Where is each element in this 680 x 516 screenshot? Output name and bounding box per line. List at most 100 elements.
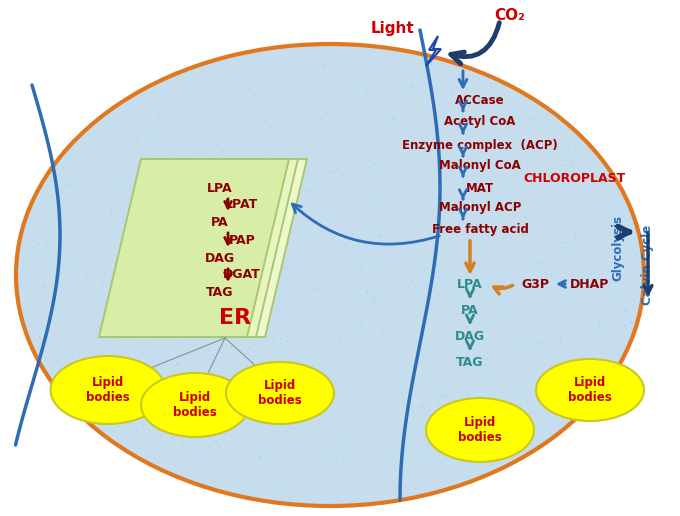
Point	[457, 149, 468, 157]
Point	[348, 262, 359, 270]
Point	[222, 308, 233, 316]
Point	[343, 61, 354, 70]
Point	[469, 130, 480, 138]
Point	[327, 414, 338, 423]
Point	[116, 423, 127, 431]
Point	[35, 244, 46, 252]
Point	[373, 260, 384, 268]
Point	[409, 180, 420, 188]
Point	[309, 69, 320, 77]
Point	[414, 402, 425, 410]
Point	[247, 241, 258, 250]
Point	[197, 114, 208, 122]
Point	[95, 398, 105, 406]
Ellipse shape	[426, 398, 534, 462]
Point	[240, 184, 251, 192]
Point	[175, 440, 186, 448]
Point	[74, 203, 85, 211]
Point	[481, 269, 492, 277]
Point	[61, 249, 71, 257]
Point	[260, 369, 271, 378]
Point	[211, 141, 222, 150]
Point	[467, 197, 478, 205]
Point	[116, 113, 126, 121]
Point	[569, 233, 580, 241]
Point	[512, 237, 523, 245]
Point	[537, 258, 547, 266]
Point	[317, 373, 328, 381]
Point	[42, 239, 53, 247]
Point	[368, 299, 379, 308]
Point	[439, 391, 450, 399]
Point	[562, 386, 573, 395]
Point	[246, 362, 257, 370]
Polygon shape	[426, 36, 441, 66]
Point	[105, 309, 116, 317]
Point	[316, 60, 327, 69]
Point	[113, 130, 124, 138]
Point	[543, 177, 554, 185]
Point	[567, 310, 578, 318]
Point	[585, 343, 596, 351]
Point	[398, 348, 409, 356]
Point	[292, 116, 303, 124]
Point	[218, 242, 229, 250]
Point	[251, 162, 262, 170]
Point	[177, 394, 188, 402]
Point	[75, 311, 86, 319]
Point	[482, 225, 493, 234]
Point	[435, 402, 446, 411]
Point	[389, 113, 400, 121]
Text: G3P: G3P	[521, 278, 549, 291]
Point	[144, 410, 155, 418]
Point	[516, 230, 527, 238]
Point	[40, 241, 51, 250]
Point	[288, 411, 299, 419]
Point	[533, 258, 544, 266]
Point	[365, 224, 376, 232]
Point	[475, 322, 486, 330]
Text: ACCase: ACCase	[455, 93, 505, 106]
Point	[228, 73, 239, 81]
Point	[583, 254, 594, 263]
Point	[457, 230, 468, 238]
Point	[266, 89, 277, 98]
Point	[88, 208, 99, 217]
Point	[113, 298, 124, 307]
Point	[140, 138, 151, 147]
Point	[523, 162, 534, 170]
Point	[143, 146, 154, 154]
Point	[150, 300, 161, 309]
Point	[403, 282, 414, 290]
Point	[150, 362, 161, 370]
Point	[95, 276, 106, 284]
Point	[445, 173, 456, 182]
Point	[267, 456, 277, 464]
Point	[386, 172, 396, 181]
Point	[273, 314, 284, 322]
Point	[337, 456, 347, 464]
Point	[301, 452, 311, 460]
Point	[284, 184, 295, 192]
Point	[310, 210, 321, 218]
Point	[145, 438, 156, 446]
Point	[35, 296, 46, 304]
Point	[321, 109, 332, 118]
Point	[341, 426, 352, 434]
Point	[49, 211, 60, 219]
Text: PA: PA	[461, 303, 479, 316]
Point	[520, 169, 530, 177]
Point	[151, 396, 162, 405]
Point	[200, 440, 211, 448]
Point	[473, 75, 484, 84]
Point	[158, 245, 169, 253]
Point	[563, 322, 574, 331]
Point	[402, 98, 413, 106]
Point	[441, 392, 452, 400]
Point	[425, 446, 436, 454]
Point	[404, 200, 415, 208]
Point	[437, 64, 448, 73]
Point	[314, 418, 325, 427]
Point	[434, 423, 445, 431]
Point	[165, 384, 175, 392]
